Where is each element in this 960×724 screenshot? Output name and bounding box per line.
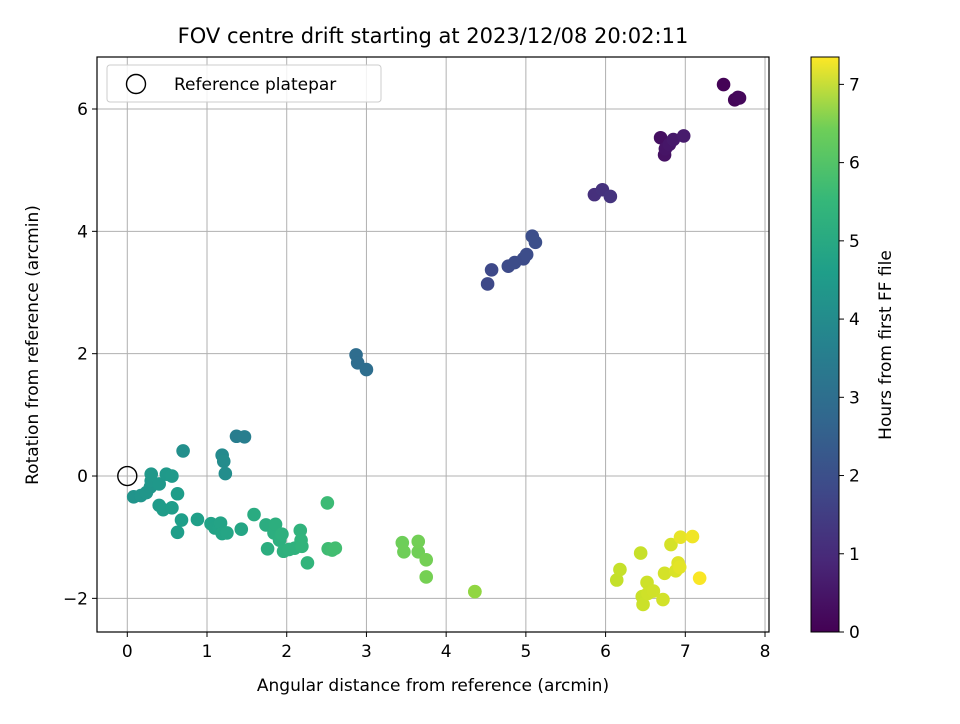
data-point bbox=[176, 444, 190, 458]
data-point bbox=[636, 597, 650, 612]
colorbar-tick-label: 6 bbox=[849, 154, 860, 174]
y-tick-label: 2 bbox=[77, 345, 88, 365]
x-axis-label: Angular distance from reference (arcmin) bbox=[257, 676, 609, 696]
data-point bbox=[165, 469, 179, 483]
data-point bbox=[190, 512, 205, 527]
data-point bbox=[519, 247, 534, 262]
legend: Reference platepar bbox=[106, 64, 382, 103]
x-tick-label: 3 bbox=[361, 642, 372, 662]
data-point bbox=[268, 517, 283, 532]
data-point bbox=[716, 77, 731, 92]
y-tick-label: 6 bbox=[77, 100, 88, 120]
data-point bbox=[234, 522, 249, 537]
data-point bbox=[152, 477, 166, 491]
grid-lines bbox=[97, 57, 769, 632]
colorbar: 0 1 2 3 4 5 6 7 Hours from first FF file bbox=[810, 56, 896, 643]
data-point bbox=[692, 571, 707, 585]
colorbar-tick-label: 2 bbox=[849, 467, 860, 487]
data-point bbox=[174, 513, 189, 527]
x-tick-label: 8 bbox=[760, 642, 771, 662]
data-point bbox=[528, 235, 543, 250]
data-point bbox=[275, 527, 289, 541]
legend-reference-marker bbox=[125, 73, 147, 95]
legend-box bbox=[106, 64, 382, 103]
colorbar-tick-label: 4 bbox=[849, 310, 860, 330]
data-point bbox=[468, 584, 482, 599]
colorbar-tick-label: 7 bbox=[849, 75, 860, 95]
x-tick-label: 7 bbox=[680, 642, 691, 662]
chart-title: FOV centre drift starting at 2023/12/08 … bbox=[178, 24, 689, 48]
data-point bbox=[295, 539, 309, 554]
data-point bbox=[480, 277, 495, 291]
data-point bbox=[213, 516, 228, 530]
data-point bbox=[484, 263, 499, 277]
data-point bbox=[657, 566, 672, 581]
data-point bbox=[247, 507, 261, 522]
data-point bbox=[218, 466, 233, 481]
x-tick-label: 2 bbox=[281, 642, 292, 662]
data-point bbox=[419, 570, 434, 584]
y-axis-ticks: −2 0 2 4 6 bbox=[63, 100, 97, 609]
data-point bbox=[237, 430, 252, 444]
data-point bbox=[170, 486, 185, 501]
data-point bbox=[328, 541, 343, 555]
data-point bbox=[732, 91, 747, 105]
data-point bbox=[359, 362, 374, 377]
y-tick-label: 0 bbox=[77, 467, 88, 487]
colorbar-gradient bbox=[810, 56, 840, 633]
data-point bbox=[676, 129, 691, 143]
data-point bbox=[672, 560, 687, 574]
data-point bbox=[397, 545, 411, 559]
plot-area bbox=[96, 56, 770, 633]
data-point bbox=[320, 496, 335, 510]
data-point bbox=[609, 573, 624, 587]
y-tick-label: 4 bbox=[77, 222, 88, 242]
colorbar-ticks: 0 1 2 3 4 5 6 7 bbox=[839, 75, 860, 643]
data-point bbox=[685, 529, 700, 544]
data-point bbox=[603, 189, 618, 204]
reference-platepar-marker bbox=[117, 465, 138, 487]
data-point bbox=[216, 454, 231, 469]
colorbar-tick-label: 3 bbox=[849, 388, 860, 408]
x-axis-ticks: 0 1 2 3 4 5 6 7 8 bbox=[122, 632, 771, 662]
data-point bbox=[293, 523, 308, 538]
y-tick-label: −2 bbox=[63, 589, 88, 609]
data-point bbox=[666, 132, 681, 147]
data-point bbox=[170, 525, 185, 540]
x-tick-label: 5 bbox=[520, 642, 531, 662]
data-point bbox=[664, 537, 678, 552]
reference-point bbox=[117, 465, 138, 487]
legend-entry-reference-platepar: Reference platepar bbox=[174, 75, 336, 95]
data-point bbox=[646, 584, 661, 598]
x-tick-label: 6 bbox=[600, 642, 611, 662]
data-point bbox=[165, 501, 179, 515]
colorbar-label: Hours from first FF file bbox=[876, 250, 896, 440]
data-point bbox=[673, 530, 688, 544]
data-point bbox=[633, 546, 648, 560]
x-tick-label: 4 bbox=[441, 642, 452, 662]
y-axis-label: Rotation from reference (arcmin) bbox=[23, 205, 43, 485]
data-point bbox=[300, 556, 315, 570]
colorbar-tick-label: 5 bbox=[849, 232, 860, 252]
data-point bbox=[220, 526, 234, 540]
x-tick-label: 0 bbox=[122, 642, 133, 662]
colorbar-tick-label: 1 bbox=[849, 545, 860, 565]
data-point bbox=[411, 534, 426, 549]
data-point bbox=[419, 553, 434, 567]
data-point bbox=[260, 542, 275, 556]
data-point bbox=[656, 592, 670, 607]
data-point bbox=[613, 562, 627, 577]
data-points bbox=[126, 77, 747, 612]
colorbar-tick-label: 0 bbox=[849, 623, 860, 643]
data-point bbox=[144, 467, 159, 481]
x-tick-label: 1 bbox=[202, 642, 213, 662]
